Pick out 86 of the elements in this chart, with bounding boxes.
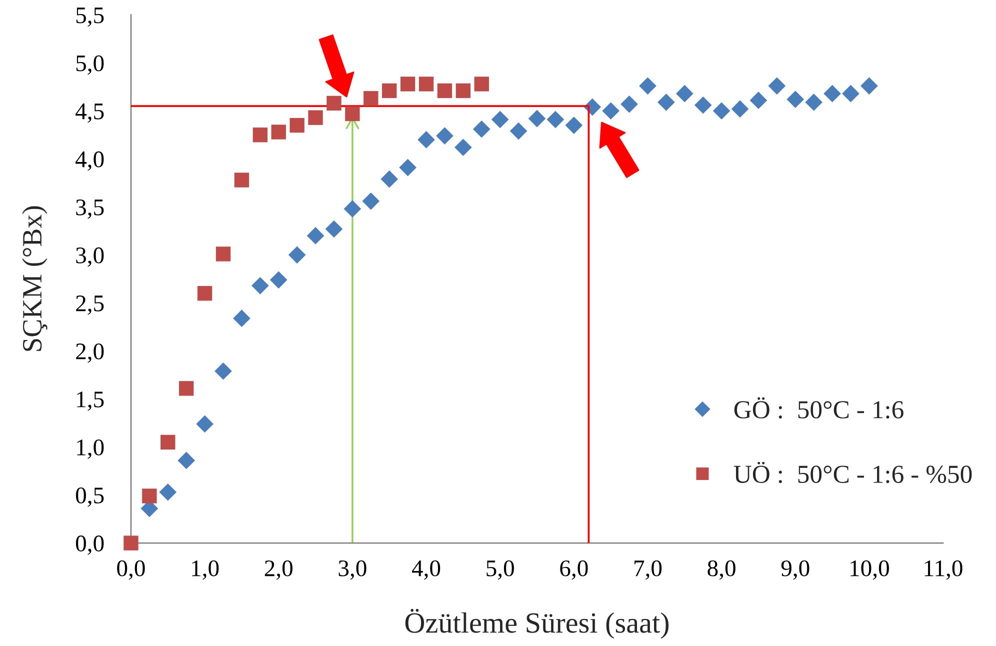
point xyxy=(326,96,342,111)
point xyxy=(786,90,804,108)
y-tick-label: 5,5 xyxy=(76,8,104,27)
point xyxy=(234,172,250,188)
x-tick-label: 8,0 xyxy=(708,560,736,580)
point xyxy=(860,77,878,95)
y-tick-label: 2,5 xyxy=(76,296,104,315)
point xyxy=(271,124,286,140)
x-tick-label: 0,0 xyxy=(117,560,145,580)
point xyxy=(178,452,196,470)
y-tick-label: 1,5 xyxy=(77,392,104,411)
point xyxy=(344,200,362,218)
y-tick-label: 5,0 xyxy=(76,55,104,75)
point xyxy=(472,120,490,138)
x-tick-label: 5,0 xyxy=(486,560,514,580)
y-tick-label: 2,0 xyxy=(76,343,104,363)
point xyxy=(768,77,786,95)
point xyxy=(288,246,306,264)
legend-label: GÖ : 50°C - 1:6 xyxy=(734,397,904,419)
point xyxy=(418,131,435,148)
point xyxy=(159,483,177,501)
point xyxy=(418,76,434,92)
y-tick-label: 4,0 xyxy=(76,151,104,171)
point xyxy=(233,310,250,327)
point xyxy=(364,91,378,106)
y-tick-label: 3,0 xyxy=(76,247,104,267)
point xyxy=(750,92,768,109)
point xyxy=(437,83,452,98)
point xyxy=(694,96,712,114)
point xyxy=(380,170,398,188)
y-tick-label: 0,5 xyxy=(76,488,104,507)
point xyxy=(306,227,324,244)
point xyxy=(474,76,489,92)
point xyxy=(639,77,656,95)
y-tick-label: 3,5 xyxy=(76,199,104,219)
x-tick-label: 3,0 xyxy=(338,560,366,580)
point xyxy=(270,271,288,289)
point xyxy=(712,102,730,120)
x-tick-label: 1,0 xyxy=(192,560,219,580)
point xyxy=(528,110,546,128)
x-tick-label: 2,0 xyxy=(264,560,292,580)
x-tick-label: 9,0 xyxy=(781,560,810,580)
point xyxy=(196,415,214,433)
point xyxy=(197,286,212,301)
point xyxy=(251,276,269,294)
point xyxy=(620,95,638,113)
point xyxy=(308,110,323,125)
point xyxy=(216,246,231,262)
point xyxy=(400,76,416,92)
point xyxy=(290,118,304,133)
y-tick-label: 0,0 xyxy=(76,536,104,555)
point xyxy=(382,83,397,98)
point xyxy=(454,138,472,156)
point xyxy=(399,158,416,176)
y-tick-label: 1,0 xyxy=(77,439,104,459)
x-tick-label: 11,0 xyxy=(924,560,962,580)
point xyxy=(510,122,528,140)
point xyxy=(491,110,509,128)
x-tick-label: 7,0 xyxy=(634,560,662,580)
point xyxy=(842,84,860,102)
point xyxy=(602,102,620,120)
point xyxy=(252,128,268,142)
point xyxy=(824,84,841,102)
point xyxy=(676,84,694,102)
x-tick-label: 10,0 xyxy=(850,560,889,580)
point xyxy=(124,536,138,550)
x-axis-title: Özütleme Süresi (saat) xyxy=(405,608,669,639)
point xyxy=(160,434,176,450)
point xyxy=(658,94,675,111)
y-axis-title: SÇKM (°Bx) xyxy=(22,206,48,351)
point xyxy=(565,116,583,134)
point xyxy=(345,106,360,122)
x-tick-label: 6,0 xyxy=(560,560,588,580)
point xyxy=(546,110,564,128)
point xyxy=(325,220,343,238)
point xyxy=(456,83,471,98)
point xyxy=(142,488,157,504)
point xyxy=(731,100,749,118)
point xyxy=(436,127,454,145)
legend-label: UÖ : 50°C - 1:6 - %50 xyxy=(734,462,972,484)
point xyxy=(362,192,380,210)
point xyxy=(178,381,194,396)
point xyxy=(214,362,232,380)
point xyxy=(805,94,822,111)
y-tick-label: 4,5 xyxy=(76,104,104,123)
x-tick-label: 4,0 xyxy=(412,560,440,580)
